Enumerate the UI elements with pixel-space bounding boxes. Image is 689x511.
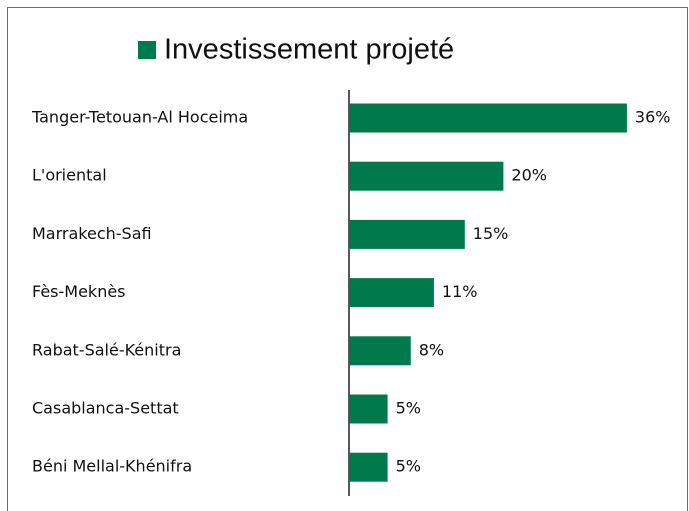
- legend-label: Investissement projeté: [164, 34, 454, 66]
- value-label: 5%: [396, 399, 421, 418]
- category-label: Casablanca-Settat: [32, 399, 179, 418]
- value-label: 20%: [511, 166, 547, 185]
- frame: [7, 7, 688, 511]
- category-label: Fès-Meknès: [32, 282, 126, 301]
- bar: [349, 278, 434, 308]
- value-label: 15%: [473, 224, 509, 243]
- value-label: 11%: [442, 282, 478, 301]
- category-label: Tanger-Tetouan-Al Hoceima: [31, 108, 248, 127]
- value-label: 8%: [419, 340, 444, 359]
- bar: [349, 219, 465, 249]
- legend-swatch: [138, 41, 156, 59]
- category-label: Béni Mellal-Khénifra: [32, 457, 192, 476]
- category-label: Marrakech-Safi: [32, 224, 152, 243]
- value-label: 36%: [635, 108, 671, 127]
- bar: [349, 452, 388, 482]
- bar: [349, 336, 411, 366]
- bar: [349, 394, 388, 424]
- value-label: 5%: [396, 457, 421, 476]
- bar: [349, 161, 504, 191]
- category-label: L'oriental: [32, 166, 107, 185]
- category-label: Rabat-Salé-Kénitra: [32, 340, 181, 359]
- bar: [349, 103, 627, 133]
